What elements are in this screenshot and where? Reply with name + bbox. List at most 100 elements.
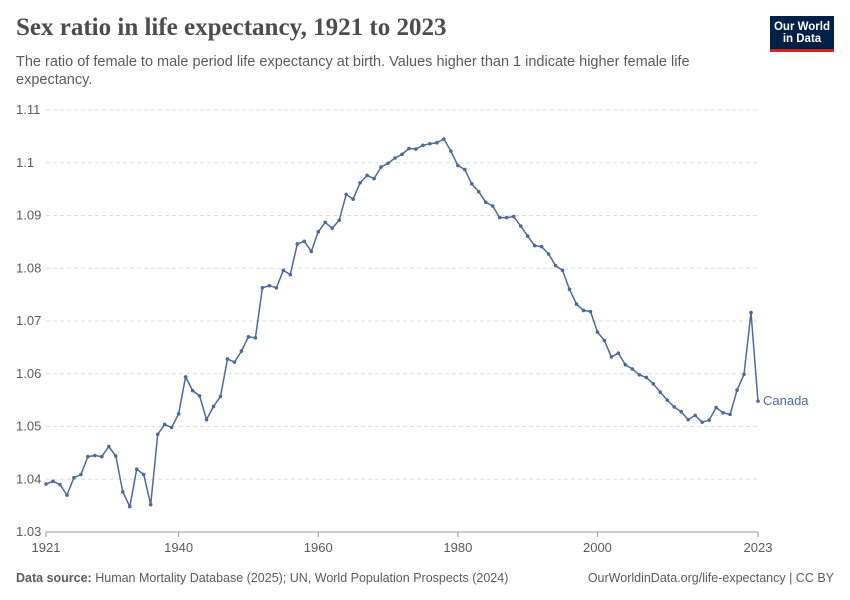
data-point <box>295 242 300 246</box>
data-point <box>497 215 502 220</box>
x-tick-label: 1940 <box>164 540 193 555</box>
data-point <box>288 272 293 277</box>
data-point <box>463 167 467 172</box>
data-point <box>246 335 251 339</box>
data-point <box>114 454 118 458</box>
data-point <box>281 268 286 273</box>
data-point <box>204 417 209 422</box>
data-point <box>44 482 48 486</box>
data-point <box>504 215 509 220</box>
data-point <box>337 218 341 223</box>
data-point <box>351 197 355 201</box>
source-label: Data source: <box>16 571 92 585</box>
data-point <box>623 362 628 367</box>
data-point <box>141 472 146 477</box>
data-point <box>162 422 167 427</box>
data-point <box>400 152 404 157</box>
data-point <box>93 453 97 458</box>
data-point <box>323 220 328 225</box>
data-point <box>651 381 656 386</box>
data-point <box>218 394 223 399</box>
y-tick-label: 1.04 <box>16 471 41 486</box>
data-point <box>379 165 383 169</box>
data-point <box>239 349 244 353</box>
data-point <box>483 200 488 205</box>
data-point <box>595 330 600 334</box>
data-point <box>490 204 495 208</box>
data-point <box>435 140 439 145</box>
data-point <box>414 147 418 151</box>
x-tick-label: 1921 <box>32 540 61 555</box>
data-point <box>637 373 642 377</box>
data-point <box>176 412 181 416</box>
data-point <box>476 189 481 194</box>
data-point <box>539 244 544 249</box>
license-link[interactable]: OurWorldinData.org/life-expectancy | CC … <box>587 571 834 585</box>
data-point <box>742 372 746 377</box>
chart-subtitle: The ratio of female to male period life … <box>16 54 690 88</box>
data-point <box>155 432 160 437</box>
data-point <box>183 375 188 379</box>
x-tick-label: 2023 <box>744 540 773 555</box>
data-point <box>728 412 732 417</box>
data-point <box>330 226 334 230</box>
data-point <box>316 230 321 234</box>
x-axis: 1921 1940 1960 1980 2000 2023 <box>32 531 773 555</box>
data-point <box>393 156 397 160</box>
data-point <box>309 249 314 254</box>
y-tick-label: 1.09 <box>16 208 41 223</box>
data-point <box>232 360 237 364</box>
data-point <box>190 388 195 393</box>
data-point <box>197 394 202 398</box>
data-point <box>525 234 530 238</box>
data-point <box>211 404 216 409</box>
data-point <box>344 192 348 197</box>
logo-line-2: in Data <box>782 32 822 45</box>
data-point <box>72 475 76 480</box>
data-point <box>665 398 670 402</box>
data-point <box>588 309 593 314</box>
owid-logo[interactable]: Our World in Data <box>770 16 834 52</box>
data-point <box>567 287 572 292</box>
x-tick-label: 2000 <box>583 540 612 555</box>
data-point <box>470 182 474 186</box>
data-point <box>644 375 649 380</box>
series-canada[interactable]: Canada <box>44 137 809 509</box>
series-line <box>45 138 759 508</box>
data-point <box>449 149 453 153</box>
data-point <box>581 308 586 313</box>
data-point <box>225 357 230 361</box>
data-point <box>134 467 139 472</box>
x-tick-label: 1980 <box>443 540 472 555</box>
x-tick-label: 1960 <box>304 540 333 555</box>
data-point <box>602 338 607 343</box>
y-tick-label: 1.06 <box>16 366 41 381</box>
data-point <box>58 482 62 487</box>
data-point <box>65 493 69 497</box>
data-point <box>511 214 516 219</box>
source-note: Data source: Human Mortality Database (2… <box>16 571 508 585</box>
data-point <box>100 454 104 459</box>
y-tick-label: 1.03 <box>16 524 41 539</box>
data-point <box>714 405 718 410</box>
data-point <box>749 310 753 315</box>
data-point <box>169 425 174 430</box>
data-point <box>679 409 684 414</box>
data-point <box>86 454 90 459</box>
data-point <box>148 502 153 507</box>
data-point <box>456 163 460 168</box>
data-point <box>421 143 425 148</box>
data-point <box>700 420 704 425</box>
series-label: Canada <box>763 393 809 408</box>
footer: Data source: Human Mortality Database (2… <box>16 571 834 585</box>
data-point <box>735 388 739 392</box>
source-text: Human Mortality Database (2025); UN, Wor… <box>95 571 509 585</box>
y-tick-label: 1.1 <box>16 155 34 170</box>
data-point <box>560 268 565 273</box>
chart-title: Sex ratio in life expectancy, 1921 to 20… <box>16 14 447 41</box>
logo-line-1: Our World <box>773 20 830 33</box>
data-point <box>260 285 265 290</box>
data-point <box>372 176 376 181</box>
data-point <box>107 444 111 449</box>
y-tick-label: 1.05 <box>16 419 41 434</box>
